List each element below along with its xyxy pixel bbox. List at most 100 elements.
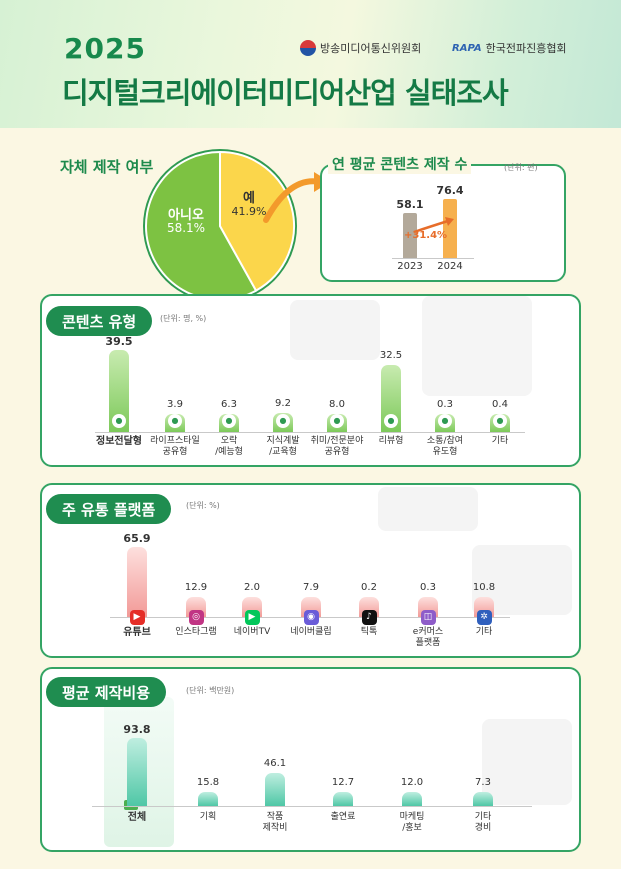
cost-label: 기획 <box>199 812 217 822</box>
rapa-logo: RAPA <box>452 42 482 54</box>
cost-value: 12.0 <box>400 777 424 788</box>
self-production-pie-chart <box>143 149 297 303</box>
naver-tv-icon: ▶ <box>244 610 260 625</box>
report-year: 2025 <box>64 32 146 65</box>
lightbulb-icon: ● <box>276 414 290 428</box>
cost-value: 93.8 <box>123 723 151 736</box>
annual-bar <box>403 212 417 258</box>
annual-year-label: 2024 <box>437 261 463 272</box>
content-type-label: 오락 /예능형 <box>215 436 243 457</box>
annual-bar-value: 58.1 <box>396 197 424 211</box>
content-type-label: 정보전달형 <box>96 436 142 447</box>
org-kcc: 방송미디어통신위원회 <box>300 40 421 56</box>
annual-title: 연 평균 콘텐츠 제작 수 <box>328 154 472 174</box>
cost-value: 12.7 <box>331 777 355 788</box>
etc-icon: ● <box>493 414 507 428</box>
platform-value: 0.2 <box>361 582 377 593</box>
cost-bar <box>265 772 285 806</box>
content-type-value: 8.0 <box>329 399 345 410</box>
content-type-label: 취미/전문분야 공유형 <box>310 436 364 457</box>
content-type-value: 39.5 <box>105 335 133 348</box>
youtube-icon: ▶ <box>129 610 145 625</box>
annual-baseline <box>392 258 474 259</box>
cost-bar <box>198 792 218 806</box>
pie-no-value: 58.1% <box>166 221 206 235</box>
org-kcc-name: 방송미디어통신위원회 <box>320 42 422 55</box>
pie-yes-value: 41.9% <box>231 205 267 218</box>
cost-baseline <box>92 806 532 807</box>
pie-slice-1 <box>219 150 295 292</box>
naver-clip-icon: ◉ <box>303 610 319 625</box>
annual-year-label: 2023 <box>397 261 423 272</box>
cost-bar <box>333 792 353 806</box>
header-banner: 2025 디지털크리에이터미디어산업 실태조사 방송미디어통신위원회 RAPA … <box>0 0 621 128</box>
clock-icon: ● <box>112 414 126 428</box>
cost-bar <box>127 738 147 806</box>
cost-bar <box>402 792 422 806</box>
platform-label: 유튜브 <box>123 627 151 638</box>
platform-bar <box>127 547 147 617</box>
platform-value: 65.9 <box>123 532 151 545</box>
platform-value: 0.3 <box>420 582 436 593</box>
gamepad-icon: ● <box>222 414 236 428</box>
cost-label: 마케팅 /홍보 <box>399 812 425 833</box>
platform-value: 2.0 <box>244 582 260 593</box>
pie-no-label: 아니오 <box>168 208 204 223</box>
etc-icon: ✲ <box>476 610 492 625</box>
instagram-icon: ◎ <box>188 610 204 625</box>
content-type-unit: (단위: 명, %) <box>160 314 207 323</box>
content-type-baseline <box>95 432 525 433</box>
content-type-bar <box>109 350 129 432</box>
content-type-value: 0.3 <box>437 399 453 410</box>
palette-icon: ● <box>330 414 344 428</box>
cost-value: 46.1 <box>263 757 287 769</box>
org-rapa: RAPA 한국전파진흥협회 <box>452 40 567 56</box>
content-type-value: 0.4 <box>492 399 508 410</box>
platform-label: 인스타그램 <box>175 627 217 637</box>
cost-value: 7.3 <box>475 777 491 788</box>
content-type-title: 콘텐츠 유형 <box>46 306 153 336</box>
home-icon: ● <box>168 414 182 428</box>
content-type-value: 6.3 <box>221 399 237 410</box>
tv-icon: ● <box>384 414 398 428</box>
annual-growth: +31.4% <box>404 230 448 241</box>
org-rapa-name: 한국전파진흥협회 <box>485 42 567 55</box>
platform-value: 12.9 <box>184 582 208 593</box>
content-type-value: 9.2 <box>275 397 291 409</box>
platform-label: 네이버TV <box>233 627 271 637</box>
cost-unit: (단위: 백만원) <box>186 686 235 695</box>
platform-value: 7.9 <box>303 582 319 593</box>
platform-label: 틱톡 <box>360 627 378 637</box>
content-type-label: 지식계발 /교육형 <box>266 436 300 457</box>
growth-arrow-icon <box>413 217 454 234</box>
content-type-label: 소통/참여 유도형 <box>426 436 464 457</box>
platform-value: 10.8 <box>472 582 496 593</box>
platform-label: 네이버클립 <box>290 627 332 637</box>
annual-bar <box>443 198 457 258</box>
content-type-label: 기타 <box>491 436 509 446</box>
annual-bar-value: 76.4 <box>436 183 464 197</box>
cost-label: 출연료 <box>330 812 356 822</box>
report-title: 디지털크리에이터미디어산업 실태조사 <box>62 76 509 110</box>
pie-yes-label: 예 <box>243 191 255 206</box>
ecommerce-icon: ◫ <box>420 610 436 625</box>
government-emblem-icon <box>300 40 316 56</box>
content-type-value: 3.9 <box>167 399 183 410</box>
chat-icon: ● <box>438 414 452 428</box>
cost-label: 작품 제작비 <box>262 812 288 833</box>
cost-bar <box>473 792 493 806</box>
self-production-title: 자체 제작 여부 <box>60 158 154 176</box>
cost-title: 평균 제작비용 <box>46 677 167 707</box>
content-type-label: 라이프스타일 공유형 <box>150 436 200 457</box>
tiktok-icon: ♪ <box>361 610 377 625</box>
cost-label: 전체 <box>127 812 147 823</box>
cost-value: 15.8 <box>196 777 220 788</box>
annual-unit: (단위: 편) <box>504 163 538 172</box>
cost-label: 기타 경비 <box>474 812 492 833</box>
platform-title: 주 유통 플랫폼 <box>46 494 172 524</box>
content-type-label: 리뷰형 <box>378 436 404 446</box>
platform-label: e커머스 플랫폼 <box>412 627 444 648</box>
content-type-value: 32.5 <box>379 349 403 361</box>
platform-unit: (단위: %) <box>186 501 220 510</box>
platform-label: 기타 <box>475 627 493 637</box>
